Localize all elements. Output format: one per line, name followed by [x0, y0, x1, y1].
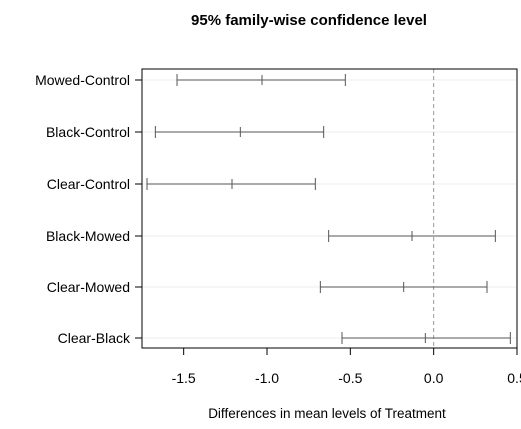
y-tick-label: Clear-Control — [47, 176, 130, 192]
x-tick-label: -0.5 — [338, 370, 362, 386]
y-tick-label: Clear-Black — [58, 330, 131, 346]
x-tick-label: 0.0 — [424, 370, 444, 386]
axis-layer: Mowed-Control Black-Control Clear-Control B… — [35, 72, 521, 386]
grid-layer — [143, 79, 516, 339]
y-tick-label: Black-Mowed — [46, 228, 130, 244]
ci-layer — [146, 74, 511, 344]
x-tick-label: 0.5 — [507, 370, 521, 386]
y-tick-label: Black-Control — [46, 124, 130, 140]
x-tick-label: -1.5 — [172, 370, 196, 386]
chart-title: 95% family-wise confidence level — [191, 12, 427, 29]
plot-frame — [141, 68, 518, 349]
x-axis-label: Differences in mean levels of Treatment — [208, 406, 446, 421]
y-tick-label: Mowed-Control — [35, 72, 130, 88]
x-tick-label: -1.0 — [255, 370, 279, 386]
y-tick-label: Clear-Mowed — [47, 279, 130, 295]
